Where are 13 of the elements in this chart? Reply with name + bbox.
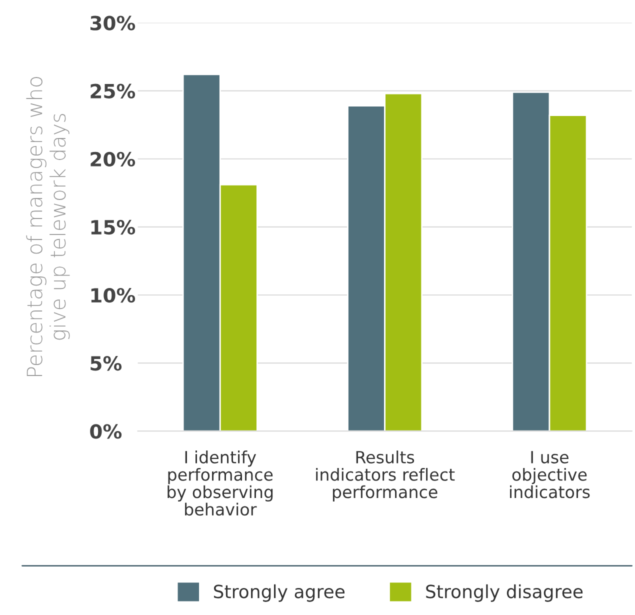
y-tick-label: 5% [90,356,122,371]
y-tick-label: 25% [90,84,136,98]
x-tick-label: Results indicators reflect performance [316,450,455,502]
x-tick-label: I use objective indicators [510,451,590,498]
legend-label: Strongly disagree [426,584,583,602]
y-axis-title: Percentage of managers who give up telework days [26,77,70,376]
y-tick-label: 15% [91,220,136,235]
y-tick-label: 30% [90,16,136,30]
y-tick-label: 20% [90,152,136,167]
y-tick-label: 0% [90,424,122,439]
x-tick-label: I identify performance by observing behavior [168,450,273,516]
legend-label: Strongly agree [214,584,345,602]
y-tick-label: 10% [91,288,136,303]
